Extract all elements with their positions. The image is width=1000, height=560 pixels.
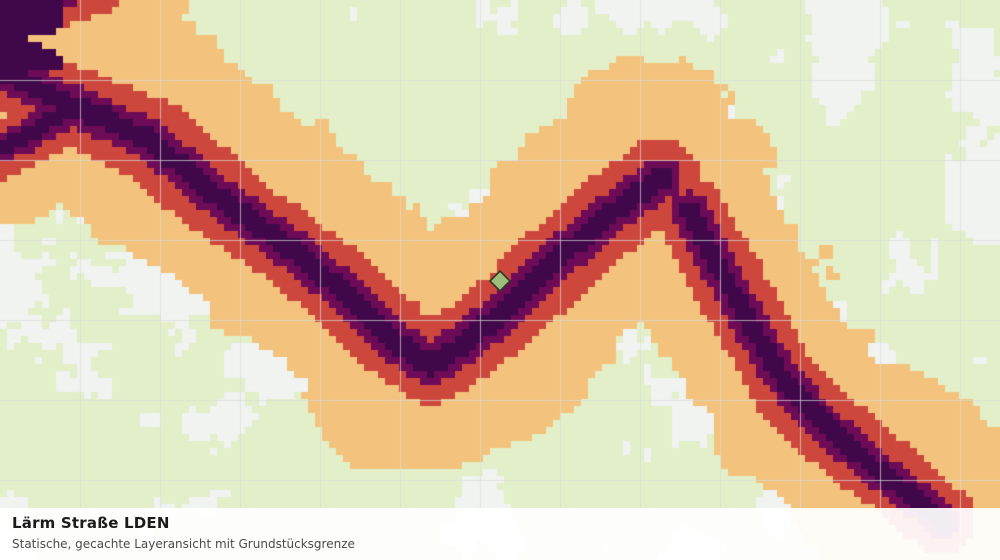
- parcel-boundary-icon[interactable]: [488, 269, 512, 293]
- map-caption: Lärm Straße LDEN Statische, gecachte Lay…: [0, 508, 1000, 560]
- map-title: Lärm Straße LDEN: [12, 514, 170, 532]
- map-subtitle: Statische, gecachte Layeransicht mit Gru…: [12, 537, 355, 551]
